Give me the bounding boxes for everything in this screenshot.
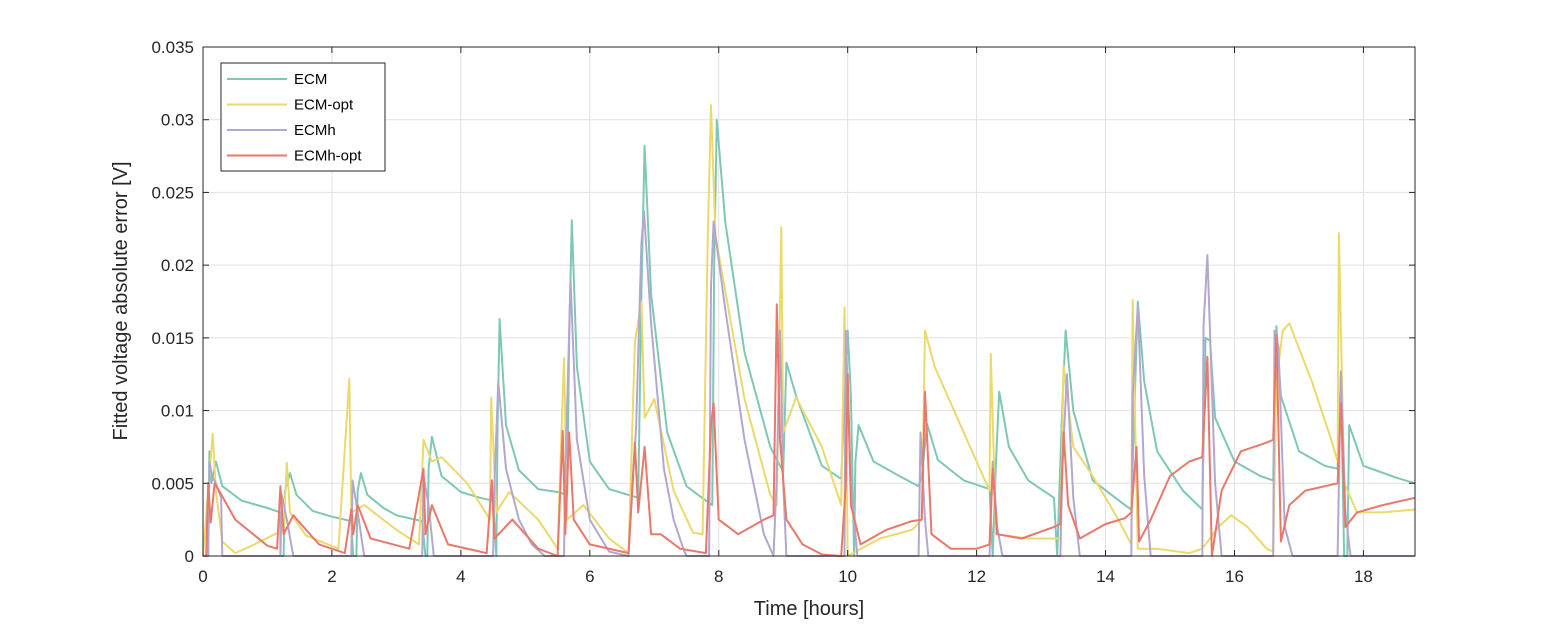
y-tick-label: 0.015 bbox=[151, 329, 194, 348]
x-tick-label: 10 bbox=[838, 567, 857, 586]
x-tick-label: 4 bbox=[456, 567, 465, 586]
x-tick-label: 16 bbox=[1225, 567, 1244, 586]
ticks: 0 2 4 6 8 10 12 14 16 18 0 0.005 0.01 0.015 0.02 0.025 0… bbox=[151, 38, 1415, 586]
x-axis-label: Time [hours] bbox=[754, 598, 864, 620]
series-line-ecm bbox=[203, 118, 1416, 557]
y-tick-label: 0.02 bbox=[161, 256, 194, 275]
x-tick-label: 12 bbox=[967, 567, 986, 586]
legend-label: ECMh-opt bbox=[294, 148, 362, 165]
plot-background bbox=[203, 47, 1415, 556]
y-tick-label: 0.005 bbox=[151, 474, 194, 493]
x-tick-label: 6 bbox=[585, 567, 594, 586]
x-tick-label: 18 bbox=[1354, 567, 1373, 586]
x-tick-label: 8 bbox=[714, 567, 723, 586]
y-tick-label: 0.01 bbox=[161, 402, 194, 421]
y-tick-label: 0.025 bbox=[151, 183, 194, 202]
legend-label: ECMh bbox=[294, 122, 336, 139]
series-line-ecmh-opt bbox=[203, 303, 1416, 557]
x-tick-label: 14 bbox=[1096, 567, 1115, 586]
x-tick-label: 0 bbox=[198, 567, 207, 586]
y-tick-label: 0 bbox=[185, 547, 194, 566]
y-axis-label: Fitted voltage absolute error [V] bbox=[110, 161, 132, 440]
legend-box bbox=[220, 62, 386, 172]
legend: ECM ECM-opt ECMh ECMh-opt bbox=[220, 62, 386, 172]
x-tick-label: 2 bbox=[327, 567, 336, 586]
legend-label: ECM bbox=[294, 71, 327, 88]
plot-frame bbox=[202, 46, 1416, 557]
legend-label: ECM-opt bbox=[294, 97, 354, 114]
y-tick-label: 0.035 bbox=[151, 38, 194, 57]
y-tick-label: 0.03 bbox=[161, 111, 194, 130]
